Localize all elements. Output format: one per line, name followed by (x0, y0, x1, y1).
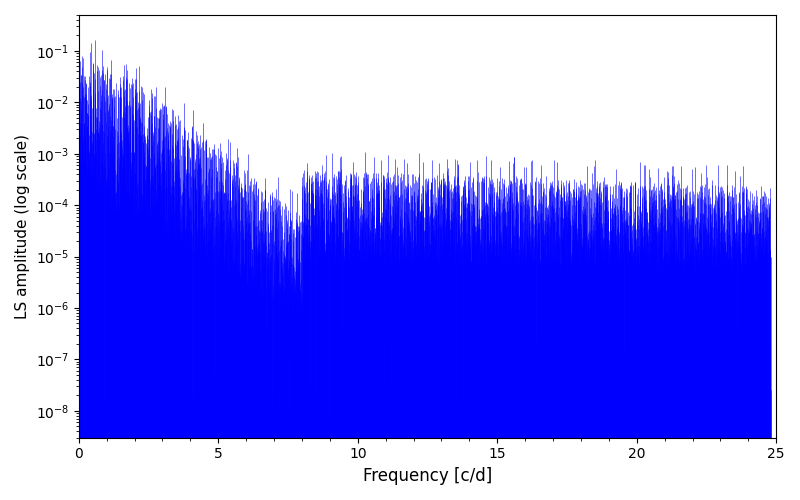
X-axis label: Frequency [c/d]: Frequency [c/d] (363, 467, 492, 485)
Y-axis label: LS amplitude (log scale): LS amplitude (log scale) (15, 134, 30, 319)
